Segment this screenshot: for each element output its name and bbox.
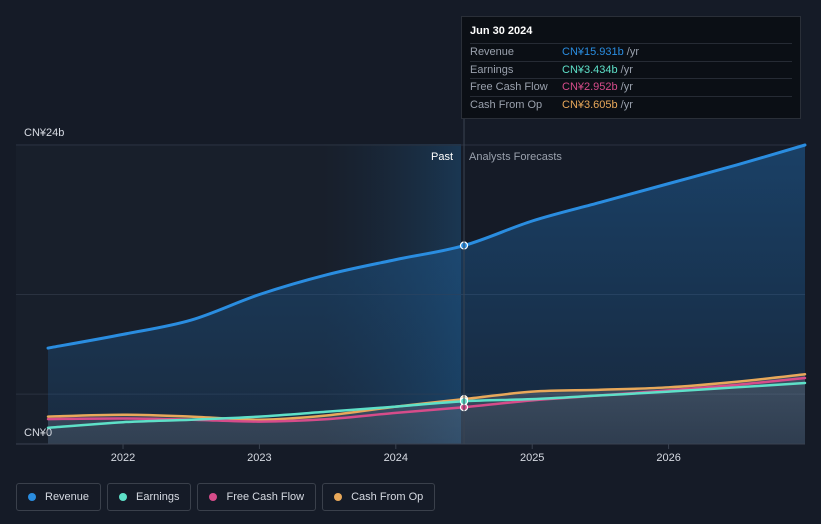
tooltip-unit: /yr	[620, 63, 633, 76]
tooltip-unit: /yr	[626, 46, 640, 59]
x-tick-label: 2024	[384, 452, 408, 464]
legend-label: Earnings	[136, 491, 180, 503]
tooltip-label: Revenue	[470, 46, 515, 59]
x-tick-label: 2022	[111, 452, 135, 464]
earnings-dot-icon	[119, 493, 128, 501]
revenue-dot-icon	[28, 493, 36, 501]
legend-item-earnings[interactable]: Earnings	[107, 483, 192, 511]
legend-label: Cash From Op	[351, 491, 424, 503]
forecast-label: Analysts Forecasts	[469, 151, 562, 163]
x-axis-ticks: 2022 2023 2024 2025 2026	[16, 443, 805, 464]
x-tick-label: 2026	[656, 452, 680, 464]
tooltip-row-revenue: Revenue CN¥15.931b /yr	[470, 43, 792, 61]
legend-label: Revenue	[45, 491, 90, 503]
legend: Revenue Earnings Free Cash Flow Cash Fro…	[16, 483, 436, 511]
free-cash-flow-dot-icon	[209, 493, 218, 501]
revenue-area	[48, 145, 805, 444]
tooltip-value: CN¥15.931b	[562, 46, 624, 59]
y-axis-bottom-label: CN¥0	[24, 427, 52, 439]
legend-item-cash-from-op[interactable]: Cash From Op	[322, 483, 436, 511]
tooltip-label: Cash From Op	[470, 98, 543, 111]
tooltip-unit: /yr	[620, 98, 633, 111]
tooltip-date: Jun 30 2024	[470, 25, 533, 37]
tooltip-label: Earnings	[470, 63, 514, 76]
y-axis-top-label: CN¥24b	[24, 127, 64, 139]
tooltip: Jun 30 2024 Revenue CN¥15.931b /yr Earni…	[461, 16, 801, 119]
x-tick-label: 2025	[520, 452, 544, 464]
tooltip-value: CN¥3.434b	[562, 63, 618, 76]
tooltip-row-cash-from-op: Cash From Op CN¥3.605b /yr	[470, 95, 792, 114]
legend-item-revenue[interactable]: Revenue	[16, 483, 102, 511]
past-label: Past	[431, 151, 453, 163]
series-lines	[46, 143, 807, 430]
legend-label: Free Cash Flow	[226, 491, 305, 503]
tooltip-unit: /yr	[620, 81, 633, 94]
cash-from-op-dot-icon	[334, 493, 343, 501]
tooltip-label: Free Cash Flow	[470, 81, 548, 94]
earnings-line	[46, 381, 807, 430]
tooltip-row-earnings: Earnings CN¥3.434b /yr	[470, 60, 792, 79]
x-tick-label: 2023	[247, 452, 271, 464]
tooltip-value: CN¥3.605b	[562, 98, 618, 111]
tooltip-row-free-cash-flow: Free Cash Flow CN¥2.952b /yr	[470, 78, 792, 96]
tooltip-value: CN¥2.952b	[562, 81, 618, 94]
revenue-line	[46, 143, 807, 350]
legend-item-free-cash-flow[interactable]: Free Cash Flow	[197, 483, 317, 511]
